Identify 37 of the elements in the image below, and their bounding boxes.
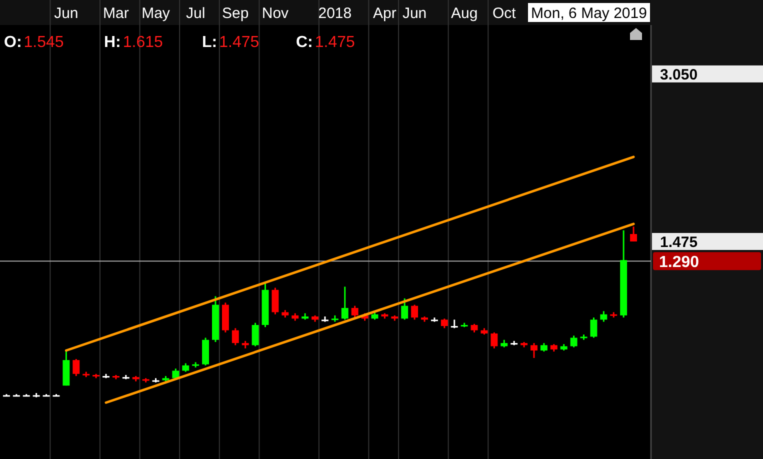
annotation: L: [202,34,218,51]
x-tick-label: Sep [222,5,249,22]
x-tick-label: Jun [402,5,427,22]
candlestick [490,332,498,350]
x-tick-label: Apr [373,5,396,22]
y-tick-label: 3.050 [660,66,698,84]
candlestick [72,358,80,377]
annotation: 1.475 [219,34,260,51]
x-tick-label: 2018 [318,5,352,22]
text: Mon, 6 May 2019 [531,5,647,22]
candlestick [600,310,608,323]
x-tick-label: Aug [450,5,478,22]
ref-line-label: 1.290 [659,254,700,272]
x-tick-label: Mar [103,5,129,22]
x-tick-label: May [142,5,170,22]
annotation: 1.615 [122,34,164,51]
candlestick [570,334,578,348]
candlestick [530,342,538,359]
candlestick [351,305,358,318]
annotation: 1.545 [24,34,64,51]
candlestick [440,318,448,329]
x-tick-label: Jun [54,5,78,22]
candlestick [630,226,638,242]
candlestick [590,316,598,338]
candlestick [232,327,239,346]
annotation: C: [296,34,313,51]
x-tick-label: Nov [262,5,290,22]
candlestick [411,304,418,320]
x-tick-label: Oct [492,5,517,22]
candlestick [272,286,279,316]
annotation: H: [104,34,121,51]
candlestick [341,286,348,320]
candlestick [401,298,408,320]
candlestick [252,322,259,347]
x-tick-label: Jul [186,5,206,22]
annotation: O: [4,34,22,51]
annotation: 1.475 [314,34,356,51]
